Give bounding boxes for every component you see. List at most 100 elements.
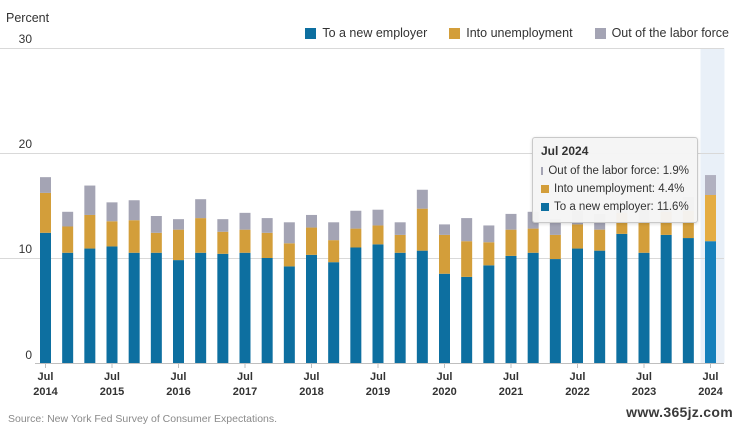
bar-out-of-the-labor-force-18 xyxy=(439,224,450,235)
bar-into-unemployment-22 xyxy=(527,228,539,253)
y-axis-title: Percent xyxy=(6,11,50,25)
x-tick-year-2022: 2022 xyxy=(565,386,589,398)
bar-to-a-new-employer-21 xyxy=(505,255,517,363)
bar-to-a-new-employer-1 xyxy=(62,252,74,363)
bar-to-a-new-employer-29 xyxy=(682,238,694,363)
bar-out-of-the-labor-force-9 xyxy=(239,212,251,230)
bar-into-unemployment-28 xyxy=(660,211,672,235)
bar-to-a-new-employer-4 xyxy=(128,252,140,363)
bar-to-a-new-employer-6 xyxy=(173,260,184,363)
bar-into-unemployment-19 xyxy=(461,241,473,277)
tooltip-row-new-employer: To a new employer: 11.6% xyxy=(541,198,689,216)
bar-into-unemployment-26 xyxy=(616,212,628,234)
bar-into-unemployment-8 xyxy=(217,231,229,254)
bar-to-a-new-employer-28 xyxy=(660,234,672,363)
bar-to-a-new-employer-3 xyxy=(106,246,118,363)
bar-to-a-new-employer-15 xyxy=(372,244,384,363)
legend-item-out-of-labor-force[interactable]: Out of the labor force xyxy=(594,26,729,40)
bar-out-of-the-labor-force-1 xyxy=(62,211,74,227)
bar-to-a-new-employer-0 xyxy=(40,232,51,363)
bar-to-a-new-employer-27 xyxy=(638,252,650,363)
bar-out-of-the-labor-force-19 xyxy=(461,218,473,242)
legend-label-out-of-labor-force: Out of the labor force xyxy=(611,26,729,40)
legend-swatch-new-employer xyxy=(305,27,317,39)
x-tick-year-2023: 2023 xyxy=(632,386,656,398)
bar-into-unemployment-17 xyxy=(416,208,428,251)
bar-into-unemployment-11 xyxy=(283,243,295,267)
tooltip-row-unemployment: Into unemployment: 4.4% xyxy=(541,180,689,198)
legend-item-unemployment[interactable]: Into unemployment xyxy=(449,26,573,40)
bar-to-a-new-employer-18 xyxy=(439,273,450,363)
bar-to-a-new-employer-19 xyxy=(461,276,473,363)
bar-to-a-new-employer-12 xyxy=(306,254,317,363)
bar-to-a-new-employer-16 xyxy=(394,252,406,363)
x-tick-year-2019: 2019 xyxy=(366,386,390,398)
bar-out-of-the-labor-force-3 xyxy=(106,202,118,222)
chart-legend: To a new employer Into unemployment Out … xyxy=(305,26,729,40)
x-tick-month-2015: Jul xyxy=(104,371,120,383)
bar-to-a-new-employer-8 xyxy=(217,253,229,363)
bar-to-a-new-employer-2 xyxy=(84,248,96,363)
bar-out-of-the-labor-force-21 xyxy=(505,213,517,230)
bar-out-of-the-labor-force-8 xyxy=(217,219,229,232)
bar-to-a-new-employer-23 xyxy=(549,259,561,363)
y-tick-label-30: 30 xyxy=(19,32,33,46)
x-tick-month-2016: Jul xyxy=(171,371,187,383)
bar-into-unemployment-29 xyxy=(682,210,694,239)
y-tick-label-20: 20 xyxy=(19,137,33,151)
y-tick-label-10: 10 xyxy=(19,242,33,256)
bar-to-a-new-employer-17 xyxy=(416,250,428,363)
bar-out-of-the-labor-force-13 xyxy=(328,222,340,241)
bar-to-a-new-employer-5 xyxy=(150,252,162,363)
bar-into-unemployment-27 xyxy=(638,220,650,253)
bar-out-of-the-labor-force-17 xyxy=(416,189,428,209)
bar-into-unemployment-1 xyxy=(62,226,74,253)
bar-out-of-the-labor-force-11 xyxy=(283,222,295,244)
bar-into-unemployment-4 xyxy=(128,220,140,253)
bar-to-a-new-employer-14 xyxy=(350,247,362,363)
legend-swatch-out-of-labor-force xyxy=(594,27,606,39)
bar-into-unemployment-14 xyxy=(350,228,362,248)
tooltip-swatch-new-employer xyxy=(541,203,549,211)
tooltip-label-out-of-labor-force: Out of the labor force: 1.9% xyxy=(548,165,689,177)
bar-out-of-the-labor-force-12 xyxy=(306,214,317,228)
bar-out-of-the-labor-force-16 xyxy=(394,222,406,235)
tooltip-title: Jul 2024 xyxy=(541,144,589,158)
x-tick-month-2018: Jul xyxy=(304,371,320,383)
bar-out-of-the-labor-force-10 xyxy=(261,218,273,233)
bar-to-a-new-employer-11 xyxy=(283,266,295,363)
tooltip-label-unemployment: Into unemployment: 4.4% xyxy=(554,183,685,195)
bar-into-unemployment-2 xyxy=(84,214,96,249)
x-tick-month-2020: Jul xyxy=(437,371,453,383)
bar-out-of-the-labor-force-6 xyxy=(173,219,184,230)
tooltip-row-out-of-labor-force: Out of the labor force: 1.9% xyxy=(541,162,689,180)
x-tick-month-2022: Jul xyxy=(570,371,586,383)
bar-into-unemployment-5 xyxy=(150,232,162,253)
x-tick-year-2014: 2014 xyxy=(33,386,58,398)
bar-out-of-the-labor-force-2 xyxy=(84,185,96,215)
bar-into-unemployment-6 xyxy=(173,229,184,261)
x-tick-year-2017: 2017 xyxy=(233,386,257,398)
bar-to-a-new-employer-30 xyxy=(705,241,716,363)
legend-label-new-employer: To a new employer xyxy=(322,26,428,40)
legend-item-new-employer[interactable]: To a new employer xyxy=(305,26,427,40)
x-tick-month-2023: Jul xyxy=(636,371,652,383)
bar-out-of-the-labor-force-4 xyxy=(128,200,140,221)
bar-into-unemployment-20 xyxy=(483,242,495,266)
x-tick-month-2019: Jul xyxy=(370,371,386,383)
bar-into-unemployment-3 xyxy=(106,221,118,247)
bar-into-unemployment-10 xyxy=(261,232,273,258)
x-tick-year-2015: 2015 xyxy=(100,386,124,398)
x-tick-year-2024: 2024 xyxy=(698,386,723,398)
legend-label-unemployment: Into unemployment xyxy=(466,26,573,40)
bar-out-of-the-labor-force-20 xyxy=(483,225,495,243)
bar-to-a-new-employer-26 xyxy=(616,233,628,363)
tooltip-swatch-unemployment xyxy=(541,185,549,193)
tooltip-swatch-out-of-labor-force xyxy=(541,167,544,175)
bar-into-unemployment-15 xyxy=(372,225,384,245)
x-tick-year-2021: 2021 xyxy=(499,386,523,398)
bar-to-a-new-employer-24 xyxy=(572,248,583,363)
bar-into-unemployment-9 xyxy=(239,229,251,253)
x-tick-year-2018: 2018 xyxy=(299,386,323,398)
x-tick-month-2021: Jul xyxy=(503,371,519,383)
